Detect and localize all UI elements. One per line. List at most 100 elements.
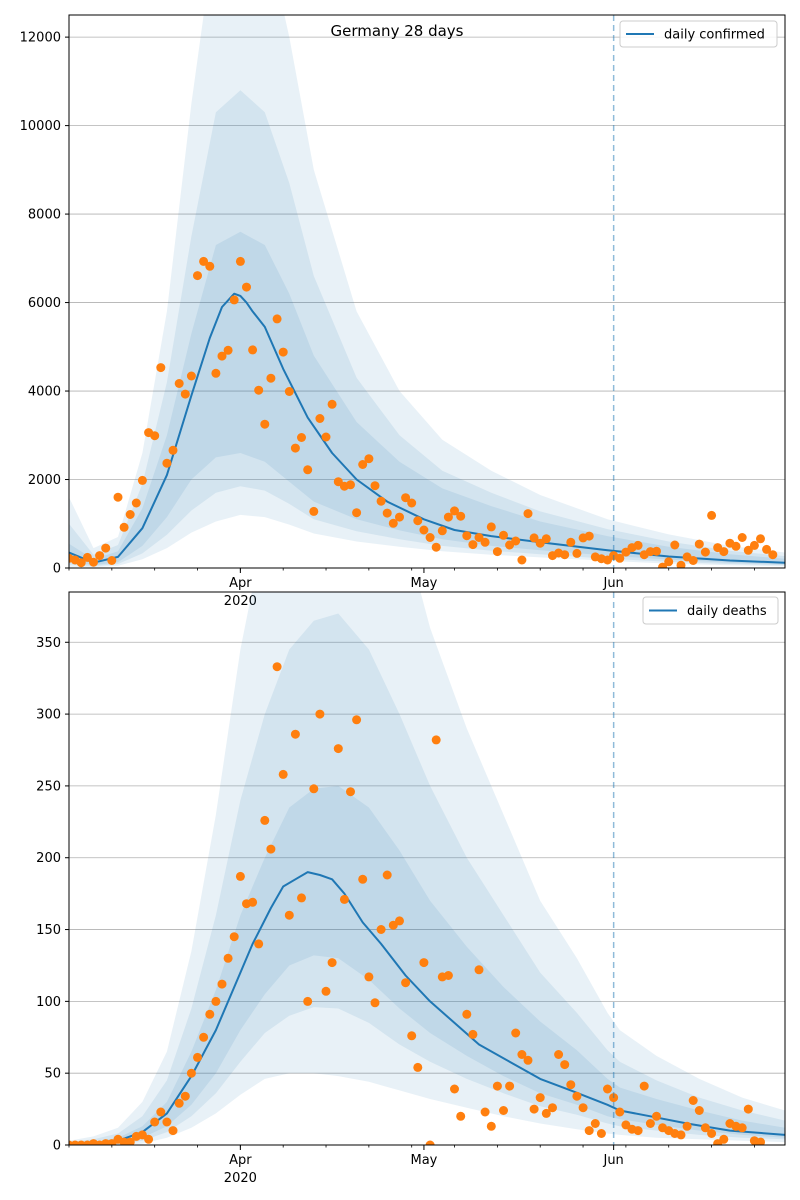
data-point xyxy=(193,271,202,281)
data-point xyxy=(174,1098,184,1108)
data-point xyxy=(297,893,306,903)
data-point xyxy=(743,1104,753,1114)
data-point xyxy=(413,516,423,526)
data-point xyxy=(450,1084,459,1094)
data-point xyxy=(260,419,270,429)
data-point xyxy=(756,534,765,544)
data-point xyxy=(229,295,239,305)
y-tick-label: 350 xyxy=(36,636,61,651)
data-point xyxy=(407,1031,417,1041)
data-point xyxy=(186,371,196,381)
points-deaths xyxy=(69,662,765,1145)
data-point xyxy=(633,540,643,550)
data-point xyxy=(223,345,233,355)
data-point xyxy=(474,965,484,975)
data-point xyxy=(707,510,717,520)
data-point xyxy=(144,1134,154,1144)
data-point xyxy=(462,531,472,541)
data-point xyxy=(443,512,453,522)
data-point xyxy=(511,1028,521,1038)
data-point xyxy=(235,871,245,881)
y-tick-label: 12000 xyxy=(20,31,61,46)
data-point xyxy=(407,498,417,508)
uncertainty-band-3 xyxy=(69,592,785,1145)
data-point xyxy=(297,433,306,442)
data-point xyxy=(113,492,123,502)
data-point xyxy=(370,998,380,1008)
data-point xyxy=(456,1111,466,1121)
data-point xyxy=(474,533,484,542)
data-point xyxy=(150,1117,160,1127)
data-point xyxy=(278,769,288,779)
x-tick-label: May xyxy=(410,1153,437,1168)
data-point xyxy=(517,555,527,565)
x-axis-deaths: Apr 2020 May Jun xyxy=(68,1145,755,1186)
data-point xyxy=(95,551,105,561)
y-tick-label: 6000 xyxy=(28,296,61,311)
data-point xyxy=(425,533,435,542)
data-point xyxy=(358,874,368,884)
data-point xyxy=(578,1103,588,1113)
data-point xyxy=(327,399,337,409)
data-point xyxy=(511,536,521,546)
data-point xyxy=(303,996,313,1006)
data-point xyxy=(700,1123,710,1133)
data-point xyxy=(523,1055,533,1065)
data-point xyxy=(217,351,227,361)
data-point xyxy=(737,533,747,542)
data-point xyxy=(719,547,729,557)
data-point xyxy=(413,1062,423,1072)
data-point xyxy=(633,1126,643,1136)
chart-deaths: 0 50 100 150 200 250 300 350 Apr 2020 May Jun dail… xyxy=(36,591,786,1186)
data-point xyxy=(89,557,98,567)
data-point xyxy=(756,1137,765,1145)
data-point xyxy=(395,916,404,926)
data-point xyxy=(456,511,466,521)
data-point xyxy=(101,543,111,553)
data-point xyxy=(462,1009,472,1019)
x-tick-label: Apr xyxy=(229,576,252,591)
data-point xyxy=(162,458,172,468)
data-point xyxy=(584,531,594,541)
data-point xyxy=(450,506,459,516)
data-point xyxy=(266,373,276,383)
data-point xyxy=(290,729,300,739)
data-point xyxy=(590,1119,600,1128)
data-point xyxy=(119,522,129,532)
data-point xyxy=(205,261,215,271)
y-tick-label: 0 xyxy=(53,562,61,577)
axes-frame-deaths xyxy=(68,591,786,1146)
data-point xyxy=(419,958,429,968)
data-point xyxy=(254,939,264,949)
data-point xyxy=(523,509,533,519)
data-point xyxy=(615,553,625,563)
legend-label: daily confirmed xyxy=(664,28,765,43)
x-tick-label: Apr xyxy=(229,1153,252,1168)
data-point xyxy=(664,557,674,567)
data-point xyxy=(548,1103,557,1113)
data-point xyxy=(254,385,264,395)
data-point xyxy=(645,1119,655,1128)
data-point xyxy=(315,414,325,423)
data-point xyxy=(284,387,294,396)
legend-box xyxy=(619,20,778,48)
data-point xyxy=(401,978,411,988)
y-tick-label: 10000 xyxy=(20,119,61,134)
data-point xyxy=(290,443,300,453)
data-point xyxy=(321,986,331,996)
y-tick-label: 250 xyxy=(36,779,61,794)
data-point xyxy=(639,1081,649,1091)
legend-confirmed: daily confirmed xyxy=(619,20,778,48)
data-point xyxy=(358,460,368,469)
data-point xyxy=(82,552,92,562)
data-point xyxy=(541,534,551,544)
data-point xyxy=(480,1107,490,1117)
data-point xyxy=(499,1106,508,1115)
data-point xyxy=(694,1106,704,1115)
data-point xyxy=(707,1129,717,1138)
data-point xyxy=(676,560,686,568)
data-point xyxy=(560,1060,570,1070)
x-axis-confirmed: Apr 2020 May Jun xyxy=(68,568,755,609)
data-point xyxy=(199,256,209,266)
data-point xyxy=(156,363,166,373)
